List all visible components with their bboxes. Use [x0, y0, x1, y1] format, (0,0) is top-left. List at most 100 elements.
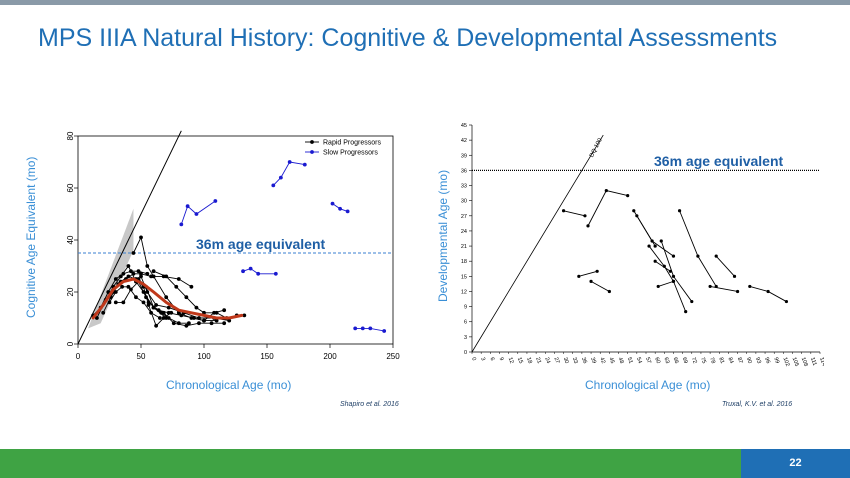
- x-tick-label: 0: [470, 357, 477, 362]
- patient-point: [671, 254, 676, 258]
- rapid-point: [166, 305, 171, 310]
- x-tick-label: 60: [653, 357, 661, 365]
- slow-point: [185, 204, 190, 209]
- diagonal-line: [77, 130, 182, 345]
- slow-point: [271, 183, 276, 188]
- y-tick-label: 33: [461, 184, 467, 190]
- patient-point: [589, 279, 593, 283]
- rapid-point: [192, 316, 196, 320]
- patient-trajectory-line: [636, 215, 656, 247]
- rapid-point: [118, 274, 123, 279]
- slow-point: [382, 329, 387, 333]
- rapid-point: [189, 284, 194, 289]
- slow-point: [241, 269, 245, 274]
- rapid-trajectory-line: [115, 280, 189, 324]
- patient-point: [656, 284, 660, 289]
- patient-point: [677, 209, 682, 213]
- patient-point: [653, 259, 657, 263]
- rapid-point: [202, 318, 206, 323]
- patient-point: [604, 188, 608, 193]
- rapid-point: [145, 264, 150, 268]
- rapid-point: [145, 290, 150, 294]
- left-citation: Shapiro et al. 2016: [340, 401, 399, 408]
- slow-point: [338, 206, 342, 211]
- rapid-point: [222, 321, 227, 326]
- rapid-point: [113, 300, 118, 305]
- rapid-point: [113, 277, 118, 281]
- rapid-point: [134, 295, 138, 300]
- x-tick-label: 66: [672, 357, 680, 365]
- y-tick-label: 12: [461, 289, 467, 295]
- slow-point: [330, 201, 335, 206]
- footer-bar: [0, 449, 850, 478]
- patient-point: [595, 269, 599, 273]
- top-accent-bar: [0, 0, 850, 5]
- y-tick-label: 20: [66, 287, 75, 296]
- patient-point: [647, 244, 651, 248]
- rapid-point: [131, 271, 136, 276]
- left-y-axis-label: Cognitive Age Equivalent (mo): [24, 156, 38, 318]
- x-tick-label: 24: [543, 357, 551, 365]
- x-tick-label: 100: [197, 352, 211, 361]
- rapid-point: [139, 235, 143, 240]
- y-tick-label: 9: [464, 305, 467, 311]
- patient-trajectory-line: [715, 255, 735, 277]
- left-36m-annotation: 36m age equivalent: [196, 236, 326, 252]
- x-tick-label: 27: [553, 357, 561, 365]
- rapid-point: [126, 284, 131, 289]
- patient-trajectory-line: [679, 210, 717, 287]
- x-tick-label: 30: [562, 357, 570, 365]
- slow-point: [248, 266, 253, 271]
- rapid-point: [95, 316, 99, 320]
- patient-point: [748, 284, 752, 289]
- x-tick-label: 84: [727, 357, 735, 365]
- rapid-point: [146, 300, 151, 305]
- x-tick-label: 15: [516, 357, 524, 365]
- rapid-point: [184, 295, 189, 300]
- x-tick-label: 108: [800, 357, 809, 368]
- rapid-point: [141, 300, 146, 305]
- x-tick-label: 105: [791, 357, 800, 368]
- x-tick-label: 21: [534, 357, 542, 365]
- rapid-point: [214, 318, 219, 323]
- patient-trajectory-line: [660, 240, 693, 302]
- x-tick-label: 54: [635, 357, 643, 365]
- page-number: 22: [741, 449, 850, 478]
- rapid-trajectory-line: [153, 270, 245, 319]
- rapid-point: [227, 318, 232, 323]
- rapid-point: [126, 274, 131, 279]
- mean-curve: [91, 277, 244, 320]
- rapid-point: [179, 313, 184, 318]
- patient-point: [696, 254, 700, 258]
- x-tick-label: 48: [617, 357, 625, 365]
- slow-point: [353, 326, 358, 331]
- patient-trajectory-line: [578, 270, 598, 277]
- patient-trajectory-line: [587, 190, 628, 227]
- patient-trajectory-line: [590, 280, 610, 292]
- patient-point: [561, 209, 566, 213]
- rapid-point: [161, 316, 166, 320]
- rapid-point: [146, 303, 151, 307]
- x-tick-label: 50: [137, 352, 146, 361]
- rapid-point: [194, 305, 199, 310]
- x-tick-label: 96: [763, 357, 771, 365]
- legend-entry: Slow Progressors: [323, 150, 378, 157]
- patient-trajectory-line: [749, 285, 787, 302]
- rapid-point: [164, 295, 169, 300]
- x-tick-label: 51: [626, 357, 634, 365]
- rapid-point: [171, 321, 176, 326]
- patient-trajectory-line: [633, 210, 674, 257]
- x-tick-label: 75: [699, 357, 707, 365]
- x-tick-label: 99: [772, 357, 780, 365]
- x-tick-label: 63: [662, 357, 670, 365]
- patient-point: [766, 289, 770, 294]
- slow-point: [345, 209, 350, 214]
- patient-point: [583, 214, 587, 218]
- x-tick-label: 93: [754, 357, 762, 365]
- rapid-point: [184, 323, 189, 328]
- x-tick-label: 81: [717, 357, 725, 365]
- slow-point: [287, 160, 292, 164]
- rapid-point: [151, 274, 156, 279]
- patient-point: [632, 209, 636, 213]
- rapid-point: [126, 264, 131, 268]
